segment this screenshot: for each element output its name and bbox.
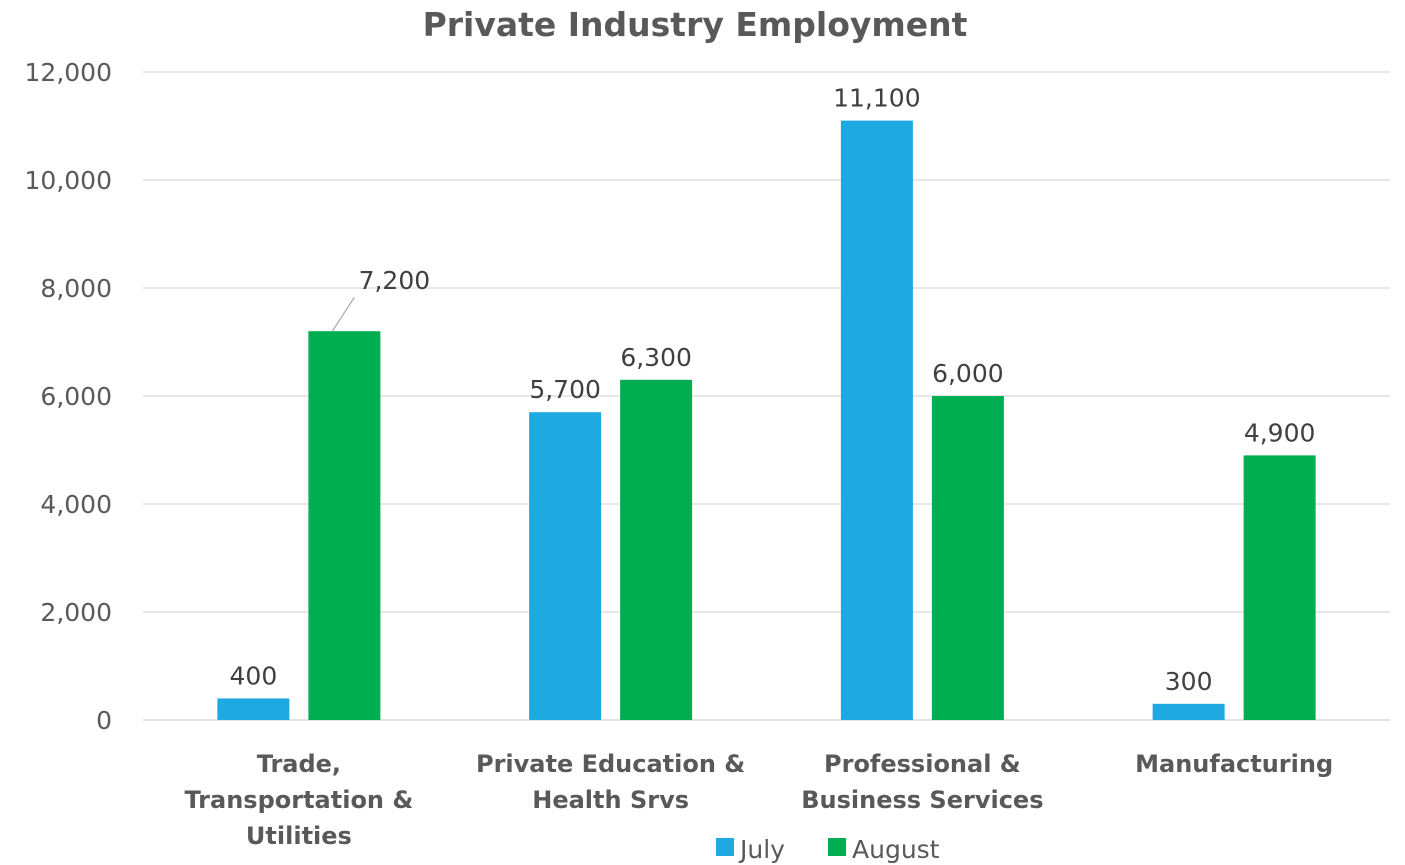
y-tick-label: 12,000 xyxy=(25,58,112,87)
data-label: 400 xyxy=(230,661,278,690)
y-tick-label: 6,000 xyxy=(40,382,112,411)
category-label: Private Education & Health Srvs xyxy=(476,750,745,814)
chart-title: Private Industry Employment xyxy=(423,5,968,44)
legend-label-july: July xyxy=(738,835,785,864)
bars xyxy=(217,120,1316,721)
data-label: 7,200 xyxy=(359,266,431,295)
bar-july-3 xyxy=(840,120,913,721)
legend-swatch-august xyxy=(828,838,846,856)
y-axis-ticks: 0 2,000 4,000 6,000 8,000 10,000 12,000 xyxy=(25,58,112,735)
y-tick-label: 0 xyxy=(96,706,112,735)
leader-line xyxy=(331,296,355,332)
y-tick-label: 10,000 xyxy=(25,166,112,195)
data-label: 5,700 xyxy=(529,375,601,404)
leader-lines xyxy=(331,296,355,332)
bar-august-3 xyxy=(931,396,1004,720)
bar-july-4 xyxy=(1152,703,1225,720)
bar-august-4 xyxy=(1243,455,1316,720)
legend: July August xyxy=(716,835,940,864)
category-label: Trade, Transportation & Utilities xyxy=(184,750,413,850)
bar-july-1 xyxy=(217,698,290,720)
legend-swatch-july xyxy=(716,838,734,856)
y-tick-label: 8,000 xyxy=(40,274,112,303)
data-labels: 400 5,700 11,100 300 7,200 6,300 6,000 4,900 xyxy=(230,84,1316,696)
bar-august-2 xyxy=(620,379,693,720)
data-label: 6,000 xyxy=(932,359,1004,388)
data-label: 11,100 xyxy=(833,84,920,113)
category-label: Manufacturing xyxy=(1135,750,1333,778)
x-axis-categories: Trade, Transportation & Utilities Private E… xyxy=(184,750,1333,850)
data-label: 4,900 xyxy=(1244,418,1316,447)
bar-august-1 xyxy=(308,331,381,720)
category-label: Professional & Business Services xyxy=(801,750,1043,814)
bar-july-2 xyxy=(529,412,602,720)
data-label: 6,300 xyxy=(620,343,692,372)
legend-label-august: August xyxy=(852,835,940,864)
y-tick-label: 2,000 xyxy=(40,598,112,627)
y-tick-label: 4,000 xyxy=(40,490,112,519)
data-label: 300 xyxy=(1165,667,1213,696)
